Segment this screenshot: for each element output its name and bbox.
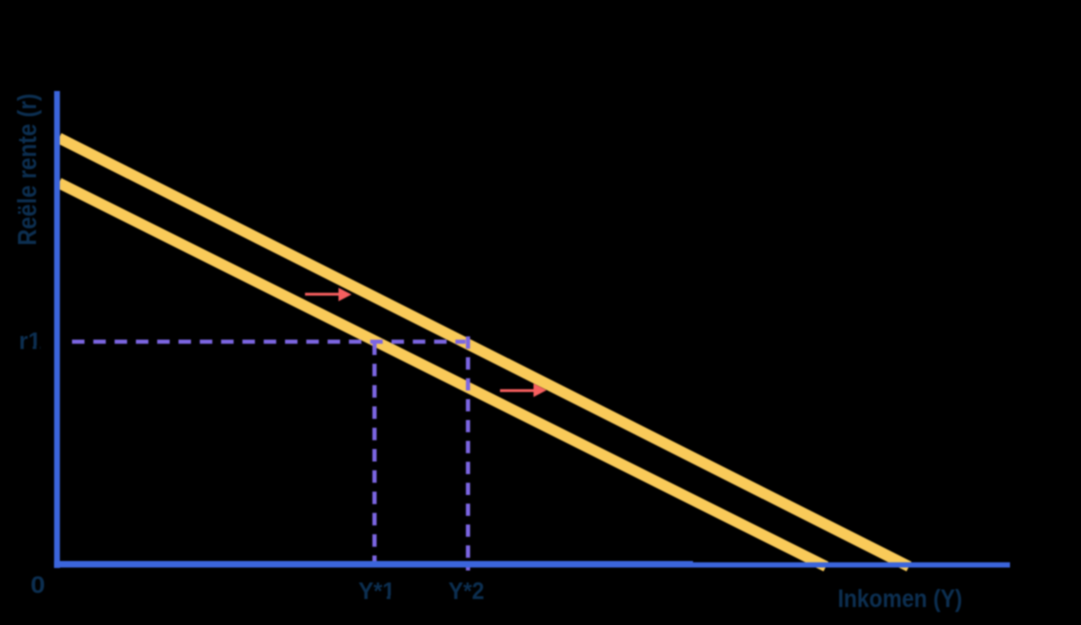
svg-text:Y*2: Y*2 xyxy=(448,577,484,604)
svg-text:Y*1: Y*1 xyxy=(358,578,395,605)
svg-text:r1: r1 xyxy=(19,328,41,355)
svg-text:Reële rente (r): Reële rente (r) xyxy=(14,93,43,245)
svg-text:0: 0 xyxy=(30,572,45,599)
svg-text:Inkomen (Y): Inkomen (Y) xyxy=(838,585,963,613)
